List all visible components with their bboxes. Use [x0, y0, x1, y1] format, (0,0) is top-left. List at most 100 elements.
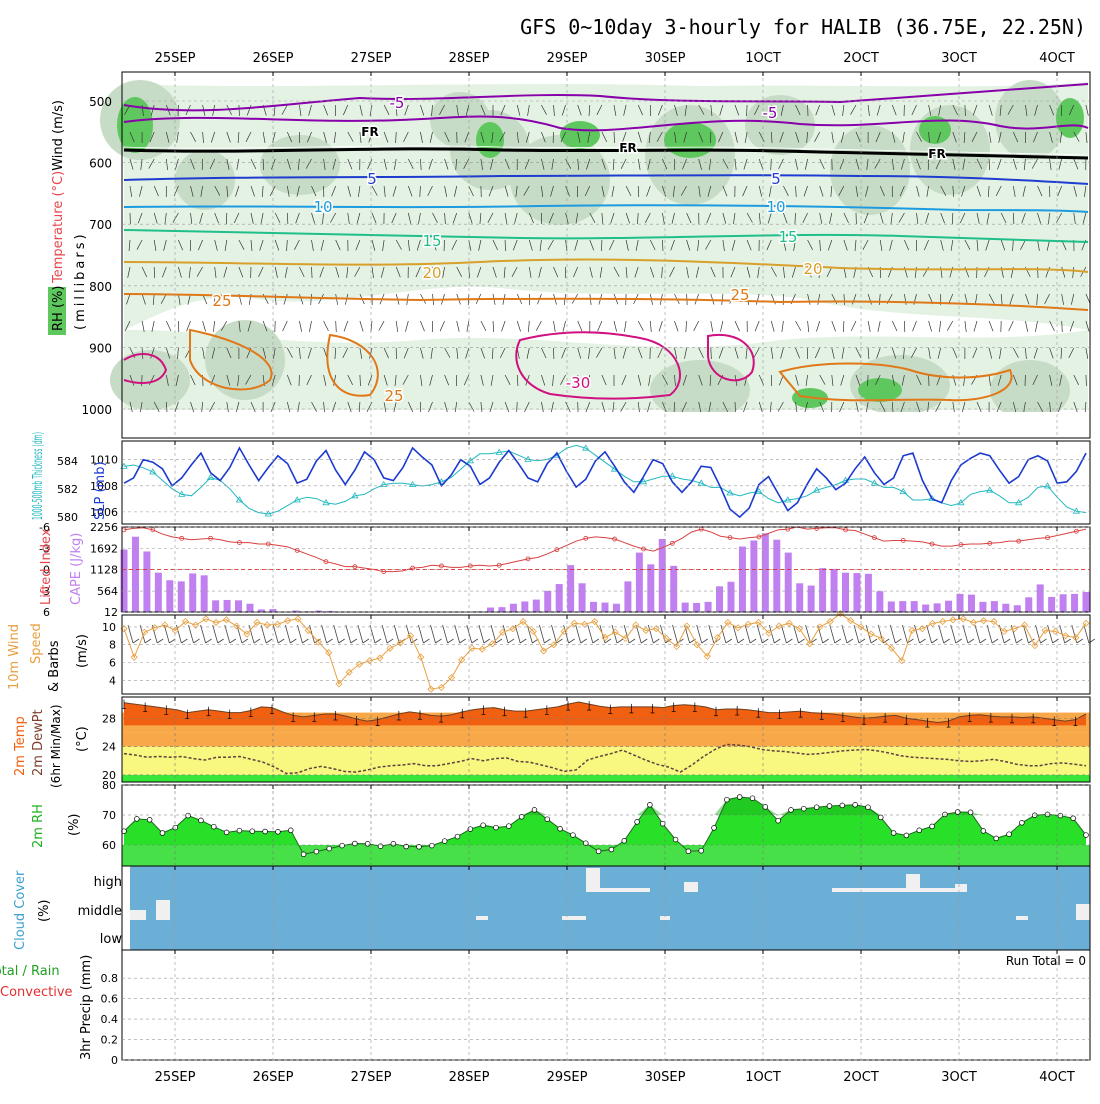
barb-upper: [947, 321, 953, 331]
rh-marker: [455, 834, 460, 839]
rh-axis-label: 2m RH: [31, 804, 46, 848]
rh-marker: [224, 830, 229, 835]
upper-axis-labels: Temperature (°C)Wind (m/s)RH (%): [48, 100, 66, 335]
thickness-line: [124, 445, 1086, 514]
surface-barb-flag: [181, 639, 187, 643]
cape-bar: [785, 553, 792, 612]
surface-barb: [709, 625, 714, 643]
contour-label-16: -30: [566, 374, 591, 392]
rh-marker: [763, 805, 768, 810]
barb-upper: [832, 321, 836, 331]
rh-marker: [904, 833, 909, 838]
cloud-cover-bar-2: [476, 916, 488, 920]
surface-barb-flag: [581, 639, 587, 643]
rh-marker: [1007, 832, 1012, 837]
rh-marker: [635, 820, 640, 825]
date-bottom-2OCT: 2OCT: [843, 1070, 879, 1085]
rh-marker: [981, 829, 986, 834]
cloud-cover-bar-4: [586, 868, 600, 892]
contour-label-4: FR: [928, 147, 945, 161]
cape-bar: [224, 600, 231, 612]
surface-barb-flag: [460, 639, 466, 643]
surface-barb-flag: [423, 639, 429, 643]
upper-ytick-700: 700: [89, 218, 112, 232]
surface-barb: [806, 625, 811, 643]
rh-area-green-6: [858, 378, 902, 402]
rh-marker: [801, 806, 806, 811]
date-bottom-25SEP: 25SEP: [155, 1070, 196, 1085]
cape-bar: [143, 551, 150, 612]
rh-marker: [211, 824, 216, 829]
barb-upper: [457, 321, 459, 332]
cape-bar: [876, 591, 883, 612]
cape-bar: [498, 607, 505, 612]
cape-tick-1692: 1692: [90, 542, 118, 555]
wind-axis-label-unit: (m/s): [75, 634, 90, 668]
wind-tick-8: 8: [109, 639, 116, 652]
surface-barb: [915, 625, 920, 643]
surface-barb: [1084, 625, 1089, 643]
barb-upper: [711, 321, 713, 332]
surface-barb-flag: [1041, 639, 1047, 643]
cape-bar: [853, 573, 860, 612]
barb-upper: [1009, 321, 1014, 331]
barb-upper: [517, 321, 520, 331]
date-top-30SEP: 30SEP: [645, 51, 686, 66]
barb-upper: [405, 321, 408, 332]
cape-bar: [624, 581, 631, 612]
rh-marker: [571, 833, 576, 838]
temp-tick-28: 28: [102, 712, 116, 725]
cape-bar: [991, 601, 998, 612]
barb-upper: [502, 321, 506, 331]
cape-bar: [979, 602, 986, 612]
surface-barb: [697, 625, 702, 643]
cape-bar: [1083, 592, 1090, 612]
rh-marker: [1058, 813, 1063, 818]
rh-marker: [673, 837, 678, 842]
surface-barb-flag: [569, 639, 575, 643]
cape-axis-label: CAPE (J/kg): [69, 533, 84, 605]
rh-marker: [622, 838, 627, 843]
upper-axis-label-mb: (millibars): [73, 231, 88, 330]
rh-area-lower: [122, 845, 1090, 866]
contour-label-0: -5: [390, 94, 405, 112]
rh-marker: [866, 805, 871, 810]
cape-bar: [178, 581, 185, 612]
rh-marker: [955, 810, 960, 815]
rh-marker: [994, 836, 999, 841]
cape-bar: [201, 575, 208, 612]
surface-barb: [975, 625, 980, 643]
barb-upper: [309, 321, 311, 332]
barb-upper: [283, 321, 288, 331]
surface-barb: [322, 625, 327, 643]
barb-upper: [563, 321, 566, 332]
barb-upper: [816, 321, 819, 332]
cape-bar: [705, 602, 712, 612]
surface-barb-flag: [218, 639, 224, 643]
date-bottom-29SEP: 29SEP: [547, 1070, 588, 1085]
thick-tick-584: 584: [57, 455, 78, 468]
barb-upper: [720, 321, 722, 332]
barb-upper: [536, 321, 541, 331]
rh-marker: [263, 829, 268, 834]
barb-upper: [379, 321, 384, 331]
surface-barb: [382, 625, 387, 643]
cape-bar: [246, 604, 253, 612]
cape-bar: [212, 600, 219, 612]
date-bottom-27SEP: 27SEP: [351, 1070, 392, 1085]
precip-tick-0.6: 0.6: [101, 993, 119, 1006]
barb-upper: [1035, 321, 1037, 332]
rh-marker: [558, 826, 563, 831]
rh-marker: [1045, 812, 1050, 817]
barb-upper: [694, 321, 699, 331]
surface-barb: [455, 625, 460, 643]
contour-label-5: 5: [367, 170, 377, 188]
barb-upper: [929, 321, 932, 332]
surface-barb-flag: [1016, 639, 1022, 643]
date-top-29SEP: 29SEP: [547, 51, 588, 66]
surface-barb: [745, 625, 750, 643]
surface-barb-flag: [641, 639, 647, 643]
cloud-level-high: high: [94, 875, 122, 890]
barb-upper: [939, 321, 940, 332]
